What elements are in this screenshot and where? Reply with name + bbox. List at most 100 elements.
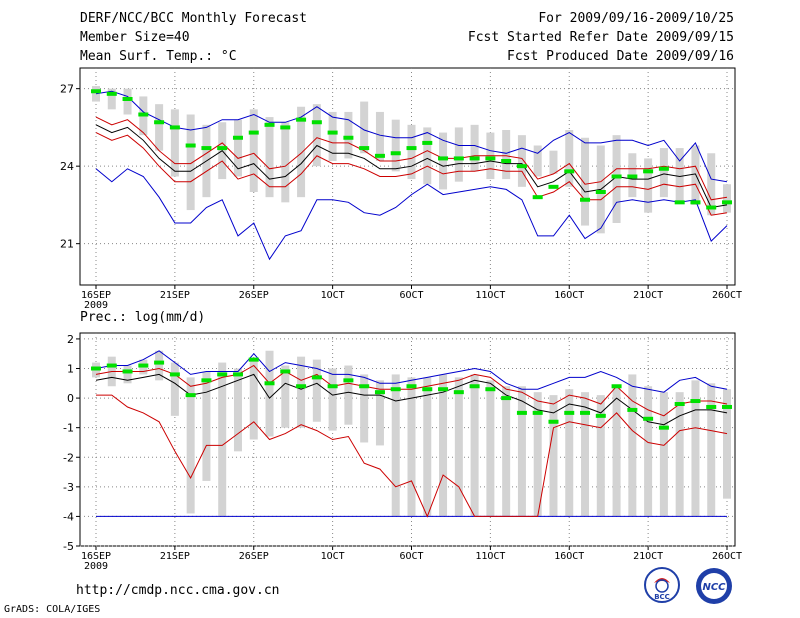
ensemble-box — [202, 371, 211, 481]
ensemble-box — [439, 132, 448, 190]
median-marker — [232, 372, 243, 377]
ensemble-box — [470, 374, 479, 517]
median-marker — [106, 91, 117, 96]
median-marker — [327, 130, 338, 135]
ensemble-box — [707, 153, 716, 216]
median-marker — [248, 357, 259, 362]
y-tick-label: -5 — [63, 540, 74, 553]
median-marker — [217, 372, 228, 377]
plot-frame — [79, 332, 736, 547]
median-marker — [185, 143, 196, 148]
y-tick-label: 2 — [67, 333, 74, 346]
ensemble-box — [186, 114, 195, 211]
x-year-label: 2009 — [84, 561, 108, 572]
x-tick-label: 21SEP — [160, 551, 190, 562]
bcc-logo: BCC — [644, 567, 680, 603]
envelope-max-line — [95, 90, 728, 183]
median-marker — [564, 169, 575, 174]
ensemble-mean-line — [95, 124, 728, 209]
ensemble-box — [123, 88, 132, 115]
ensemble-box — [659, 148, 668, 198]
y-tick-label: 1 — [67, 363, 74, 376]
y-tick-label: -2 — [63, 451, 74, 464]
spread-upper-line — [95, 364, 728, 417]
median-marker — [91, 89, 101, 94]
x-tick-label: 11OCT — [475, 551, 505, 562]
x-tick-label: 16OCT — [554, 290, 584, 301]
median-marker — [232, 135, 243, 140]
median-marker — [706, 205, 717, 210]
ensemble-box — [565, 130, 574, 187]
ensemble-box — [533, 392, 542, 517]
median-marker — [201, 146, 212, 151]
ensemble-box — [107, 88, 116, 110]
x-tick-label: 26OCT — [712, 551, 742, 562]
ensemble-box — [691, 145, 700, 205]
median-marker — [390, 387, 401, 392]
median-marker — [611, 384, 622, 389]
median-marker — [217, 146, 228, 151]
median-marker — [154, 360, 165, 365]
ensemble-box — [233, 119, 242, 177]
x-tick-label: 26OCT — [712, 290, 742, 301]
median-marker — [390, 151, 401, 156]
ensemble-box — [581, 137, 590, 226]
median-marker — [611, 174, 622, 179]
ensemble-box — [707, 383, 716, 517]
ensemble-box — [297, 106, 306, 198]
ensemble-box — [312, 104, 321, 167]
footer-url[interactable]: http://cmdp.ncc.cma.gov.cn — [76, 583, 280, 598]
median-marker — [453, 390, 464, 395]
ensemble-box — [281, 122, 290, 203]
ensemble-box — [328, 368, 337, 431]
median-marker — [374, 153, 385, 158]
median-marker — [453, 156, 464, 161]
median-marker — [706, 404, 717, 409]
median-marker — [438, 387, 449, 392]
median-marker — [580, 197, 591, 202]
ensemble-box — [612, 386, 621, 517]
median-marker — [296, 117, 307, 122]
plot-frame — [79, 67, 736, 286]
x-tick-label: 11OCT — [475, 290, 505, 301]
median-marker — [264, 122, 275, 127]
median-marker — [485, 156, 496, 161]
ensemble-box — [360, 101, 369, 154]
ensemble-box — [328, 111, 337, 161]
x-tick-label: 1OCT — [321, 290, 345, 301]
median-marker — [658, 425, 669, 430]
median-marker — [422, 140, 433, 145]
ensemble-box — [596, 395, 605, 517]
ensemble-box — [344, 365, 353, 425]
ensemble-box — [423, 377, 432, 517]
x-tick-label: 21SEP — [160, 290, 190, 301]
median-marker — [548, 184, 559, 189]
ensemble-box — [470, 124, 479, 172]
spread-upper-line — [95, 116, 728, 201]
ensemble-box — [454, 377, 463, 517]
ensemble-box — [691, 380, 700, 517]
y-tick-label: -3 — [63, 481, 74, 494]
ensemble-box — [249, 359, 258, 440]
x-tick-label: 6OCT — [399, 290, 423, 301]
ensemble-box — [723, 184, 731, 213]
median-marker — [311, 375, 322, 380]
ensemble-box — [391, 374, 400, 517]
median-marker — [643, 416, 654, 421]
median-marker — [469, 384, 480, 389]
ensemble-box — [155, 104, 164, 151]
ensemble-box — [344, 111, 353, 159]
ensemble-box — [486, 380, 495, 517]
ensemble-box — [517, 386, 526, 517]
forecast-period-label: For 2009/09/16-2009/10/25 — [538, 11, 734, 26]
ensemble-mean-line — [95, 373, 728, 426]
ensemble-box — [628, 374, 637, 517]
median-marker — [469, 156, 480, 161]
ensemble-box — [375, 380, 384, 446]
median-marker — [264, 381, 275, 386]
median-marker — [296, 384, 307, 389]
x-tick-label: 26SEP — [239, 551, 269, 562]
median-marker — [595, 190, 606, 194]
chart-title: DERF/NCC/BCC Monthly Forecast — [80, 11, 307, 26]
median-marker — [327, 384, 338, 389]
